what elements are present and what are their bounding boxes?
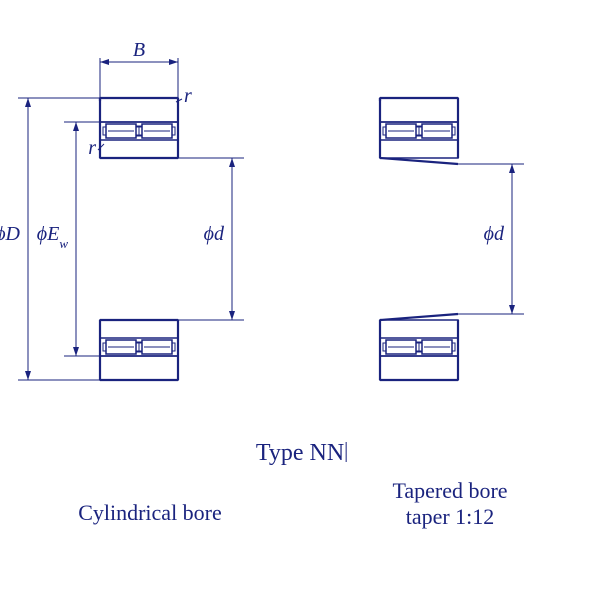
label-tapered-bore-1: Tapered bore xyxy=(392,478,507,503)
label-r-upper: r xyxy=(184,85,192,107)
label-r-lower: r xyxy=(88,137,96,159)
dim-ϕE: ϕEw xyxy=(37,223,69,251)
label-tapered-bore-2: taper 1:12 xyxy=(406,504,495,529)
dim-ϕd: ϕd xyxy=(484,223,505,245)
dim-ϕd: ϕd xyxy=(204,223,225,245)
dim-B: B xyxy=(133,39,145,61)
label-type: Type NN xyxy=(256,440,344,466)
bearing-technical-drawing: Br r ϕD ϕEw ϕd ϕd Type NN Cylindrical bore Taper… xyxy=(0,0,600,600)
label-cylindrical-bore: Cylindrical bore xyxy=(78,500,222,525)
dim-ϕD: ϕD xyxy=(0,223,21,245)
